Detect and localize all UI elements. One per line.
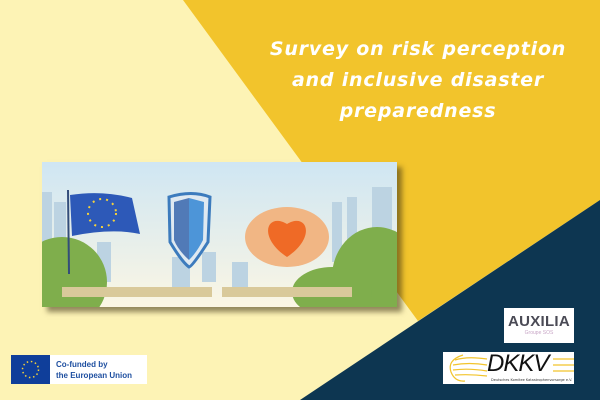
navy-triangle: [300, 200, 600, 400]
dkkv-logo-sub: Deutsches Komitee Katastrophenvorsorge e…: [491, 378, 573, 382]
dkkv-logo-name: DKKV: [487, 352, 549, 377]
hero-illustration-art: [42, 162, 397, 307]
auxilia-logo-name: AUXILIA: [507, 313, 571, 330]
auxilia-logo-sub: Groupe SOS: [524, 330, 554, 336]
eu-flag-icon: [67, 189, 140, 275]
dkkv-wave-icon: [449, 354, 574, 382]
dkkv-logo: DKKV Deutsches Komitee Katastrophenvorso…: [443, 352, 574, 384]
page-title: Survey on risk perception and inclusive …: [240, 34, 596, 127]
title-line: and inclusive disaster: [291, 69, 545, 91]
eu-badge-text: Co-funded by the European Union: [56, 359, 132, 381]
eu-cofunded-badge: Co-funded by the European Union: [11, 355, 147, 384]
bridge: [62, 287, 352, 297]
yellow-triangle: [183, 0, 600, 321]
eu-badge-line: Co-funded by: [56, 359, 108, 369]
shield-icon: [167, 192, 212, 269]
eu-stars-icon: [21, 360, 40, 379]
hands-heart-icon: [245, 207, 329, 267]
title-line: preparedness: [339, 100, 497, 122]
title-line: Survey on risk perception: [269, 38, 567, 60]
eu-badge-line: the European Union: [56, 370, 132, 380]
eu-flag-icon: [11, 355, 50, 384]
hero-illustration: [42, 162, 397, 307]
auxilia-logo: AUXILIA Groupe SOS: [504, 308, 574, 343]
